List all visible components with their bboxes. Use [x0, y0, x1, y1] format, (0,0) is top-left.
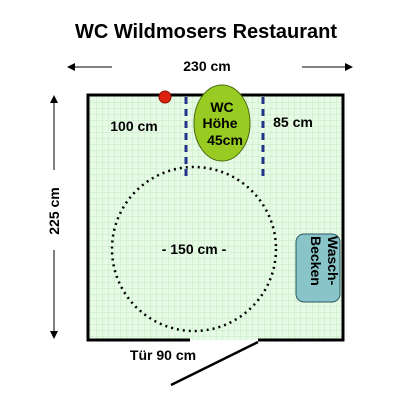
- wc-label: WC: [210, 99, 233, 115]
- turning-circle: [110, 165, 278, 333]
- washbasin-label-2: Becken: [308, 236, 324, 286]
- page-title: WC Wildmosers Restaurant: [75, 21, 337, 43]
- height-label: 225 cm: [46, 187, 62, 234]
- right-clearance-label: 85 cm: [273, 114, 313, 130]
- wc-height-value: 45cm: [207, 132, 243, 148]
- left-clearance-label: 100 cm: [110, 118, 157, 134]
- washbasin: [295, 233, 341, 303]
- turning-circle-label: - 150 cm -: [162, 241, 227, 257]
- door-label: Tür 90 cm: [130, 347, 196, 363]
- flush-button-marker: [158, 90, 172, 104]
- width-label: 230 cm: [183, 58, 230, 74]
- wc-toilet: [193, 84, 251, 162]
- wc-height-label: Höhe: [203, 115, 238, 131]
- door-leaf: [170, 340, 259, 387]
- washbasin-label-1: Wasch-: [325, 236, 341, 286]
